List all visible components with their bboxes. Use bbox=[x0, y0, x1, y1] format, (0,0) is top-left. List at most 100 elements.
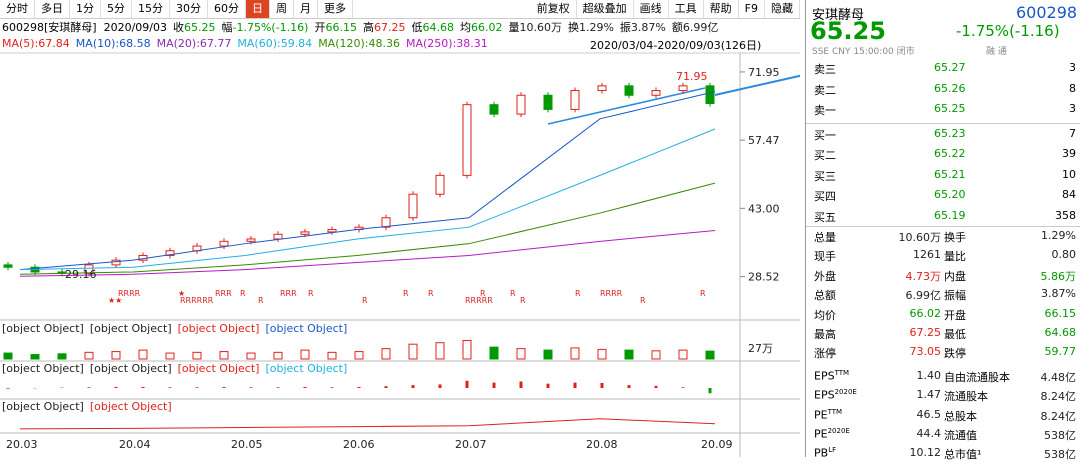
tab[interactable]: 1分 bbox=[70, 0, 101, 18]
panel-header-item: [object Object] bbox=[2, 322, 84, 335]
stat-label: PBLF bbox=[814, 446, 837, 461]
tab[interactable]: 分时 bbox=[0, 0, 35, 18]
tool[interactable]: 帮助 bbox=[704, 0, 739, 18]
info-label: 额 bbox=[671, 21, 683, 34]
info-value: -1.75%(-1.16) bbox=[232, 21, 309, 34]
volume-bar bbox=[408, 343, 418, 360]
signal: RRR bbox=[215, 289, 232, 298]
range: 2020/03/04-2020/09/03(126日) bbox=[590, 39, 762, 52]
signal: R bbox=[510, 289, 516, 298]
info-label: 量 bbox=[508, 21, 520, 34]
candle bbox=[300, 231, 310, 235]
month-label: 20.05 bbox=[231, 438, 263, 451]
stat-value: 44.4 bbox=[916, 427, 942, 440]
panel-header-item: [object Object] bbox=[89, 322, 172, 335]
tab[interactable]: 30分 bbox=[170, 0, 208, 18]
tool[interactable]: 超级叠加 bbox=[577, 0, 634, 18]
candle bbox=[381, 217, 391, 228]
volume-bar bbox=[84, 351, 94, 360]
panel-header-item: [object Object] bbox=[177, 362, 260, 375]
candle bbox=[597, 85, 607, 92]
signal: RRRR bbox=[600, 289, 623, 298]
panel-header-item: [object Object] bbox=[89, 362, 172, 375]
ma-legend-item: MA(250):38.31 bbox=[405, 37, 488, 50]
volume-bar bbox=[597, 348, 607, 360]
volume-bar bbox=[300, 349, 310, 360]
candle bbox=[651, 90, 661, 96]
info-label: 收 bbox=[172, 21, 184, 34]
panel-header-item: [object Object] bbox=[2, 362, 84, 375]
y-tick-label: 28.52 bbox=[748, 271, 780, 284]
book-vol: 358 bbox=[1055, 208, 1076, 222]
stat-label: 量比 bbox=[944, 250, 966, 264]
tools: 前复权 超级叠加 画线 工具 帮助 F9 隐藏 bbox=[531, 0, 800, 18]
tab[interactable]: 周 bbox=[270, 0, 294, 18]
book-label: 卖二 bbox=[814, 83, 836, 97]
divider bbox=[806, 123, 1080, 124]
stat-label: 总市值¹ bbox=[944, 448, 982, 462]
stat-value: 64.68 bbox=[1044, 326, 1077, 339]
stat-value: 67.25 bbox=[909, 326, 942, 339]
stat-label: EPS2020E bbox=[814, 388, 857, 402]
tab[interactable]: 月 bbox=[294, 0, 318, 18]
volume-bar bbox=[219, 351, 229, 360]
tool[interactable]: 前复权 bbox=[531, 0, 577, 18]
tool[interactable]: 隐藏 bbox=[765, 0, 800, 18]
info-value: 6.99亿 bbox=[682, 21, 719, 34]
stat-label: 外盘 bbox=[814, 269, 836, 283]
stat-value: 0.80 bbox=[1051, 248, 1077, 262]
signal: R bbox=[575, 289, 581, 298]
candle bbox=[462, 104, 472, 176]
signal: R bbox=[308, 289, 314, 298]
signal: R bbox=[480, 289, 486, 298]
info-label: 低 bbox=[411, 21, 423, 34]
candle bbox=[678, 85, 688, 92]
tab[interactable]: 5分 bbox=[101, 0, 132, 18]
book-label: 买四 bbox=[814, 190, 836, 203]
tab[interactable]: 更多 bbox=[318, 0, 353, 18]
ma-legend-item: MA(120):48.36 bbox=[318, 37, 400, 50]
info-label: 幅 bbox=[221, 21, 233, 34]
volume-bar bbox=[705, 350, 715, 360]
stat-value: 4.48亿 bbox=[1040, 370, 1077, 384]
stock-name: 安琪酵母 bbox=[812, 8, 865, 23]
y-tick-label: 71.95 bbox=[748, 66, 780, 79]
info-label: 振 bbox=[619, 21, 631, 34]
ma-legend-item: MA(5):67.84 bbox=[2, 37, 70, 50]
price: 65.25 bbox=[810, 17, 886, 45]
tab[interactable]: 15分 bbox=[132, 0, 170, 18]
signal: ★ bbox=[178, 289, 185, 298]
tool[interactable]: 画线 bbox=[634, 0, 669, 18]
tool[interactable]: 工具 bbox=[669, 0, 704, 18]
tool[interactable]: F9 bbox=[739, 0, 765, 18]
stat-label: 流通值 bbox=[944, 429, 977, 442]
tab[interactable]: 60分 bbox=[208, 0, 246, 18]
stat-value: 4.73万 bbox=[905, 269, 942, 283]
signal: R bbox=[258, 296, 264, 305]
book-vol: 8 bbox=[1069, 81, 1076, 95]
stat-label: 最高 bbox=[814, 328, 836, 341]
tab[interactable]: 多日 bbox=[35, 0, 70, 18]
y-tick-label: 43.00 bbox=[748, 202, 780, 215]
stat-label: 总量 bbox=[814, 231, 836, 244]
signal: ★★ bbox=[108, 296, 122, 305]
info-value: 1.29% bbox=[578, 21, 614, 34]
volume-bar bbox=[624, 349, 634, 360]
tab[interactable]: 日 bbox=[246, 0, 270, 18]
candle bbox=[3, 264, 13, 268]
stat-label: 总额 bbox=[814, 289, 836, 303]
ma-legend: MA(5):67.84 MA(10):68.58 MA(20):67.77 MA(60… bbox=[2, 37, 494, 50]
volume-bar bbox=[30, 354, 40, 360]
info-label: 高 bbox=[362, 21, 374, 34]
stat-label: 涨停 bbox=[814, 347, 836, 361]
stat-sup: 2020E bbox=[827, 427, 850, 435]
change: -1.75%(-1.16) bbox=[956, 22, 1060, 40]
ma-line bbox=[19, 229, 716, 277]
volume-bar bbox=[246, 352, 256, 360]
stat-label: 现手 bbox=[814, 250, 836, 264]
signal: R bbox=[700, 289, 706, 298]
book-price: 65.19 bbox=[934, 208, 966, 222]
stat-value: 538亿 bbox=[1044, 429, 1076, 442]
stat-label: PE2020E bbox=[814, 427, 850, 441]
